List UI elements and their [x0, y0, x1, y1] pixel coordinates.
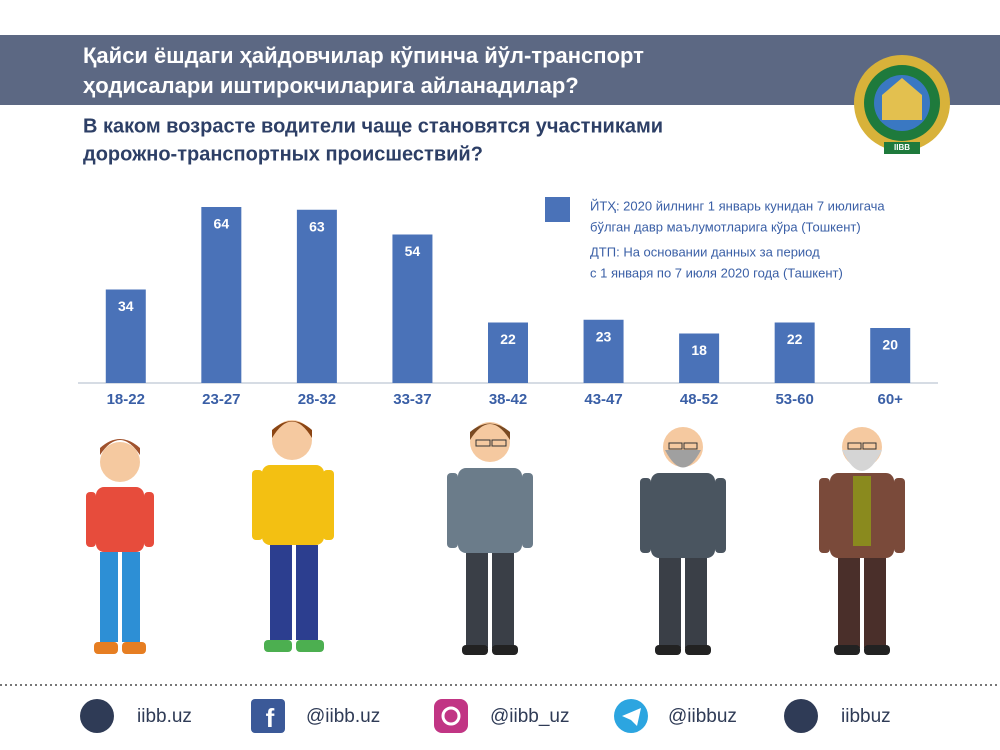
person-elder — [819, 427, 905, 655]
value-label: 23 — [596, 328, 612, 344]
legend-text: бўлган давр маълумотларига кўра (Тошкент… — [590, 219, 861, 234]
title: Қайси ёшдаги ҳайдовчилар кўпинча йўл-тра… — [83, 43, 644, 68]
subtitle: В каком возрасте водители чаще становятс… — [83, 115, 663, 137]
value-label: 22 — [787, 331, 803, 347]
x-tick-label: 38-42 — [489, 391, 527, 408]
bar — [870, 328, 911, 383]
value-label: 20 — [882, 337, 898, 353]
logo: IIBB — [854, 55, 950, 154]
bar — [679, 333, 720, 383]
bar — [583, 319, 624, 383]
x-tick-label: 23-27 — [202, 391, 240, 408]
value-label: 63 — [309, 218, 325, 234]
legend-text: ЙТҲ: 2020 йилнинг 1 январь кунидан 7 июл… — [590, 198, 885, 213]
x-tick-label: 33-37 — [393, 391, 431, 408]
footer-link[interactable]: @iibb.uz — [306, 706, 380, 727]
value-label: 34 — [118, 298, 134, 314]
subtitle: дорожно-транспортных происшествий? — [83, 143, 483, 165]
bar — [201, 207, 242, 383]
person-adult — [252, 420, 334, 652]
footer-link[interactable]: iibb.uz — [137, 706, 192, 727]
legend-text: с 1 января по 7 июля 2020 года (Ташкент) — [590, 265, 843, 280]
logo-label: IIBB — [894, 143, 910, 152]
bar — [392, 234, 433, 383]
title: ҳодисалари иштирокчиларига айланадилар? — [83, 73, 579, 98]
person-senior — [640, 427, 726, 655]
bar — [774, 322, 815, 383]
legend-text: ДТП: На основании данных за период — [590, 244, 820, 259]
value-label: 54 — [405, 243, 421, 259]
person-young — [86, 439, 154, 654]
footer-link[interactable]: iibbuz — [841, 706, 891, 727]
value-label: 64 — [214, 216, 230, 232]
footer-icons: f — [80, 699, 818, 733]
bar — [488, 322, 528, 383]
value-label: 22 — [500, 331, 516, 347]
x-tick-label: 53-60 — [775, 391, 813, 408]
x-tick-label: 18-22 — [107, 391, 145, 408]
svg-text:f: f — [266, 703, 275, 733]
legend-swatch — [545, 197, 570, 222]
x-tick-label: 28-32 — [298, 391, 336, 408]
x-tick-label: 48-52 — [680, 391, 718, 408]
value-label: 18 — [691, 342, 707, 358]
header-band — [0, 35, 1000, 105]
x-tick-label: 43-47 — [584, 391, 622, 408]
bar — [296, 209, 337, 383]
x-tick-label: 60+ — [877, 391, 903, 408]
person-middle — [447, 422, 533, 655]
footer-link[interactable]: @iibbuz — [668, 706, 737, 727]
bar — [105, 289, 146, 383]
footer-link[interactable]: @iibb_uz — [490, 706, 570, 727]
